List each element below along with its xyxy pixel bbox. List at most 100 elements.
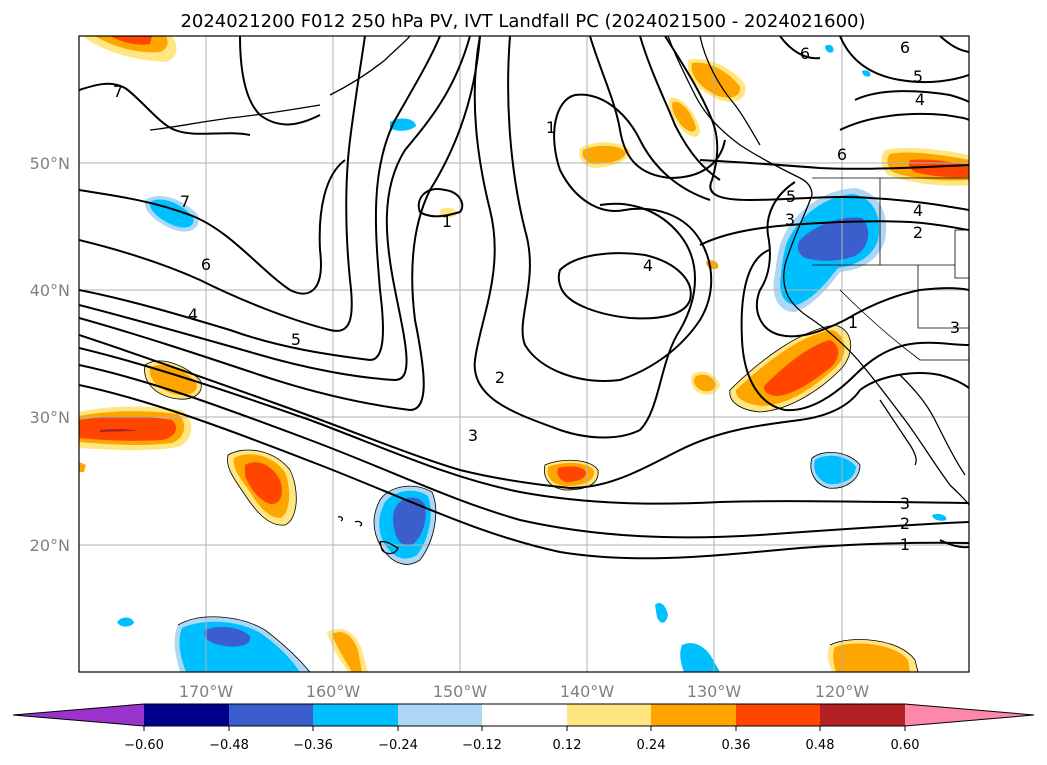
pv-contour-line (417, 188, 464, 218)
colorbar-segment (482, 704, 567, 726)
colorbar-segment (144, 704, 229, 726)
colorbar-segment (651, 704, 736, 726)
colorbar-extend-left (13, 704, 144, 726)
anomaly-patch (764, 340, 839, 396)
pv-contour-line (79, 36, 366, 332)
contour-label: 4 (643, 256, 653, 275)
anomaly-outlines (144, 324, 919, 672)
anomaly-patch (79, 462, 86, 472)
colorbar-segment (313, 704, 398, 726)
colorbar-segment (398, 704, 482, 726)
map-frame (78, 35, 970, 673)
pv-contour-line (854, 90, 969, 103)
pv-contour-line (664, 36, 969, 211)
anomaly-patch (672, 101, 696, 132)
lon-tick-label: 160°W (306, 682, 361, 701)
pv-contour-line (79, 384, 969, 560)
anomaly-patch (332, 632, 362, 672)
anomaly-patch (79, 416, 177, 441)
colorbar: −0.60 −0.48 −0.36 −0.24 −0.12 0.12 0.24 … (12, 703, 1035, 753)
contour-label: 7 (113, 82, 123, 101)
colorbar-tick-label: −0.24 (378, 738, 418, 753)
lat-tick-label: 30°N (30, 408, 70, 427)
anomaly-patch (393, 497, 426, 546)
anomaly-patch (557, 466, 586, 482)
coastlines (149, 36, 969, 555)
pv-contour-line (699, 159, 969, 170)
pv-contours (79, 36, 969, 560)
lon-tick-label: 170°W (179, 682, 234, 701)
pv-contour-line (859, 372, 969, 391)
pv-contour-line (939, 539, 969, 549)
pv-contour-line (79, 364, 969, 539)
pv-contour-line (79, 82, 251, 136)
pv-contour-line (699, 220, 969, 246)
contour-label: 3 (785, 210, 795, 229)
lon-tick-label: 130°W (687, 682, 742, 701)
contour-label: 1 (442, 212, 452, 231)
contour-label: 1 (900, 535, 910, 554)
contour-label: 6 (900, 38, 910, 57)
lon-tick-label: 150°W (433, 682, 488, 701)
pv-contour-line (589, 36, 726, 180)
pv-contour-line (239, 36, 321, 126)
anomaly-patch (932, 513, 947, 521)
colorbar-segment (229, 704, 313, 726)
anomaly-patch (655, 603, 668, 623)
lon-tick-label: 120°W (815, 682, 870, 701)
map-panel: 7 7 6 4 5 1 1 2 3 4 6 6 5 4 6 4 2 3 5 1 … (79, 36, 969, 672)
colorbar-tick-label: 0.12 (553, 738, 582, 753)
contour-label: 2 (495, 368, 505, 387)
pv-contour-line (79, 36, 481, 412)
contour-label: 3 (468, 426, 478, 445)
lat-tick-label: 40°N (30, 281, 70, 300)
colorbar-segment (567, 704, 651, 726)
pv-contour-line (79, 36, 471, 382)
anomaly-patch (797, 217, 869, 261)
anomaly-patch (117, 617, 134, 627)
colorbar-extend-right (905, 704, 1034, 726)
anomaly-patch (908, 159, 969, 178)
lat-tick-label: 50°N (30, 154, 70, 173)
colorbar-tick-label: −0.36 (293, 738, 333, 753)
pv-contour-line (79, 159, 346, 295)
anomaly-patch (814, 455, 856, 485)
anomaly-patch (582, 145, 626, 164)
contour-label: 7 (180, 192, 190, 211)
anomaly-patch (680, 643, 720, 672)
contour-label: 2 (913, 223, 923, 242)
lon-tick-label: 140°W (560, 682, 615, 701)
pv-contour-line (79, 36, 441, 362)
colorbar-tick-label: −0.60 (124, 738, 164, 753)
pv-contour-line (755, 181, 969, 338)
pv-contour-line (557, 252, 692, 320)
pv-contour-line (639, 36, 721, 181)
anomaly-patch (833, 643, 910, 672)
ivt-positive-shading (79, 36, 969, 672)
lat-tick-label: 20°N (30, 536, 70, 555)
anomaly-patch (825, 44, 834, 53)
pv-contour-line (79, 347, 969, 505)
latitude-ticks: 50°N 40°N 30°N 20°N (30, 154, 70, 555)
contour-label: 5 (291, 330, 301, 349)
colorbar-ticks: −0.60 −0.48 −0.36 −0.24 −0.12 0.12 0.24 … (124, 726, 919, 753)
pv-contour-line (939, 36, 969, 53)
colorbar-tick-label: −0.12 (462, 738, 502, 753)
pv-contour-line (839, 36, 969, 84)
anomaly-patch (100, 428, 138, 432)
longitude-ticks: 170°W 160°W 150°W 140°W 130°W 120°W (179, 682, 870, 701)
contour-labels: 7 7 6 4 5 1 1 2 3 4 6 6 5 4 6 4 2 3 5 1 … (113, 38, 960, 554)
contour-label: 4 (915, 90, 925, 109)
colorbar-tick-label: 0.60 (891, 738, 920, 753)
pv-contour-line (839, 112, 969, 131)
contour-label: 2 (900, 514, 910, 533)
contour-label: 3 (900, 494, 910, 513)
contour-label: 1 (546, 118, 556, 137)
pv-contour-line (507, 36, 713, 382)
figure-title: 2024021200 F012 250 hPa PV, IVT Landfall… (180, 11, 865, 32)
anomaly-patch (390, 118, 416, 131)
contour-label: 4 (188, 305, 198, 324)
colorbar-tick-label: 0.24 (637, 738, 666, 753)
colorbar-tick-label: 0.36 (722, 738, 751, 753)
